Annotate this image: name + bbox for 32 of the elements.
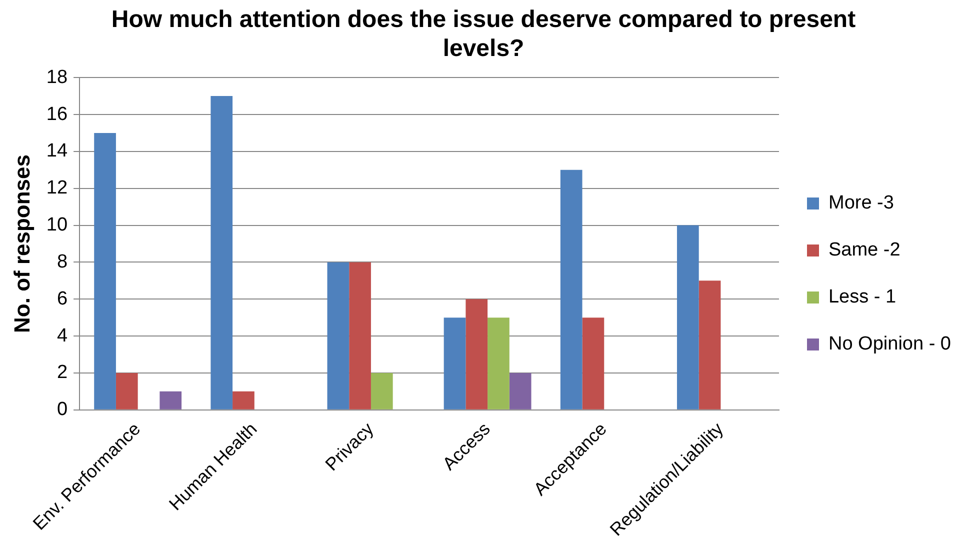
bar: [327, 262, 350, 410]
bar: [116, 372, 138, 410]
bar: [444, 318, 466, 410]
bar: [94, 132, 116, 410]
y-tick-label: 18: [46, 66, 68, 88]
bar: [370, 372, 393, 410]
legend-label: Same -2: [828, 240, 900, 261]
y-axis-title: No. of responses: [9, 154, 34, 333]
y-tick-label: 12: [46, 178, 68, 199]
bar: [349, 262, 371, 410]
y-tick-label: 14: [46, 140, 68, 162]
legend-label: No Opinion - 0: [828, 334, 952, 355]
bar: [232, 391, 254, 410]
y-tick-label: 0: [56, 399, 68, 420]
bar: [160, 391, 182, 410]
bar: [698, 280, 721, 410]
y-tick-label: 4: [56, 325, 68, 346]
bar: [466, 299, 488, 410]
bar: [582, 318, 604, 410]
y-tick-label: 2: [56, 362, 68, 384]
bar: [509, 372, 532, 410]
chart-title: How much attention does the issue deserve compared to present levels?: [111, 6, 856, 62]
y-tick-label: 10: [46, 214, 68, 236]
bar: [560, 170, 582, 410]
bar: [676, 225, 699, 410]
bar: [210, 96, 233, 410]
y-tick-label: 6: [56, 288, 68, 310]
bar: [488, 318, 510, 410]
y-tick-label: 16: [46, 104, 68, 125]
legend-label: More -3: [828, 192, 894, 214]
y-tick-label: 8: [56, 251, 68, 272]
legend-label: Less - 1: [828, 286, 896, 308]
